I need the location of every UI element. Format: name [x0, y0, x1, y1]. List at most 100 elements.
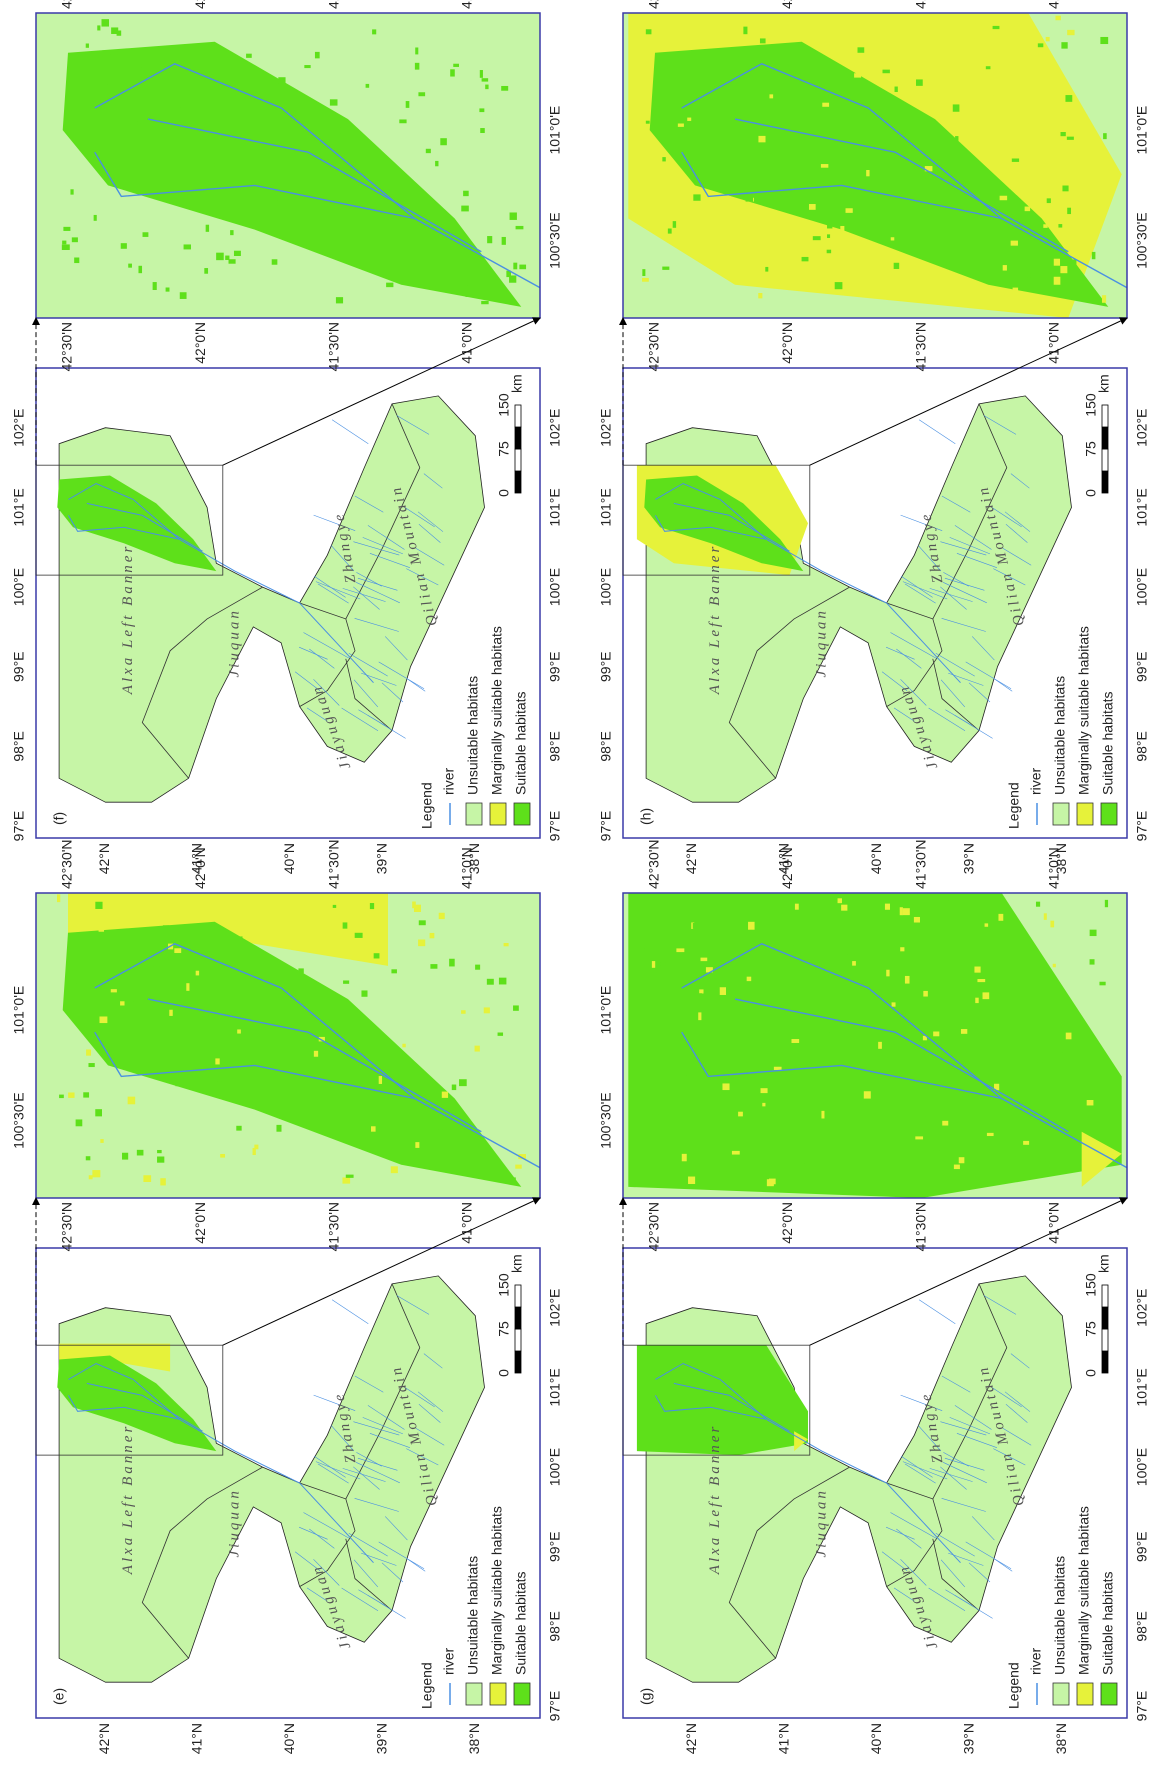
habitat-patch	[862, 113, 867, 118]
inset-lat-label: 41°0'N	[1046, 0, 1062, 9]
habitat-patch	[1061, 42, 1068, 49]
habitat-patch	[127, 1096, 136, 1105]
habitat-patch	[217, 912, 223, 916]
habitat-patch	[1067, 29, 1075, 36]
stream	[369, 1433, 411, 1448]
habitat-patch	[84, 90, 92, 96]
habitat-patch	[414, 62, 420, 70]
habitat-patch	[71, 237, 78, 243]
habitat-patch	[743, 26, 748, 35]
legend-swatch	[1100, 1682, 1118, 1706]
inset-lat-label: 41°30'N	[325, 322, 341, 372]
legend-label: Suitable habitats	[513, 691, 529, 795]
habitat-patch	[314, 936, 323, 941]
lat-tick-label: 41°N	[776, 843, 792, 874]
stream	[983, 1295, 1017, 1315]
habitat-patch	[863, 1091, 871, 1099]
habitat-patch	[237, 1029, 241, 1034]
habitat-patch	[95, 1109, 102, 1117]
habitat-patch	[165, 287, 170, 292]
stream	[885, 646, 915, 660]
habitat-patch	[284, 1006, 291, 1014]
scale-segment	[1101, 1328, 1109, 1352]
habitat-patch	[847, 954, 855, 959]
habitat-patch	[826, 249, 832, 254]
river	[86, 502, 203, 552]
stream	[929, 1468, 973, 1482]
habitat-patch	[731, 1150, 740, 1155]
stream	[342, 588, 386, 602]
habitat-patch	[438, 1129, 443, 1133]
stream	[317, 583, 349, 604]
stream	[303, 1512, 350, 1539]
habitat-patch	[1106, 171, 1115, 180]
habitat-patch	[960, 1029, 968, 1034]
stream	[928, 1587, 966, 1612]
stream	[992, 1557, 1013, 1572]
stream	[949, 537, 991, 555]
habitat-patch	[701, 60, 709, 68]
inset	[36, 893, 540, 1198]
panel: (e)Alxa Left Banner JiuquanJiayuguanZhang…	[11, 839, 563, 1754]
scale-segment	[1101, 426, 1109, 450]
lon-tick-label: 99°E	[598, 651, 614, 682]
stream	[357, 1457, 398, 1471]
habitat-patch	[746, 976, 752, 982]
habitat-patch	[825, 26, 830, 31]
stream	[417, 1391, 444, 1412]
inset-lat-label: 42°0'N	[192, 0, 208, 9]
habitat-patch	[719, 1171, 727, 1176]
stream	[900, 1394, 943, 1411]
habitat-patch	[497, 1032, 504, 1036]
inset-lat-label: 41°30'N	[912, 1202, 928, 1252]
habitat-patch	[920, 279, 927, 288]
habitat-patch	[1002, 265, 1007, 271]
habitat-patch	[773, 1066, 782, 1070]
habitat-patch	[839, 969, 846, 978]
habitat-patch	[992, 25, 1000, 30]
habitat-patch	[354, 932, 363, 938]
stream	[940, 586, 967, 610]
habitat-patch	[904, 975, 910, 984]
habitat-patch	[761, 1140, 766, 1147]
habitat-patch	[386, 282, 394, 288]
scale-segment	[514, 448, 522, 472]
habitat-patch	[137, 64, 142, 68]
scale-segment	[514, 1328, 522, 1352]
lon-tick-label: 98°E	[11, 731, 27, 762]
connector	[809, 1197, 1128, 1346]
habitat-patch	[865, 43, 870, 51]
habitat-patch	[475, 964, 481, 970]
lat-tick-label: 40°N	[281, 843, 297, 874]
habitat-patch	[801, 256, 809, 262]
habitat-patch	[342, 1177, 351, 1184]
stream	[417, 511, 444, 532]
habitat-patch	[99, 995, 103, 1001]
habitat-patch	[103, 68, 109, 76]
stream	[342, 1468, 386, 1482]
habitat-patch	[503, 943, 509, 947]
stream	[315, 1461, 361, 1480]
habitat-patch	[681, 1153, 687, 1162]
stream	[354, 1498, 399, 1512]
habitat-patch	[239, 924, 248, 931]
habitat-patch	[179, 292, 187, 299]
habitat-patch	[878, 1041, 882, 1049]
stream	[904, 1463, 936, 1484]
habitat-patch	[1046, 198, 1051, 204]
habitat-patch	[135, 134, 142, 142]
place-name: Alxa Left Banner	[707, 544, 723, 695]
habitat-patch	[298, 968, 304, 974]
habitat-patch	[827, 234, 831, 238]
habitat-patch	[680, 1069, 687, 1076]
habitat-patch	[377, 1038, 382, 1045]
river	[94, 1031, 415, 1100]
habitat-patch	[764, 1104, 772, 1109]
stream	[1004, 511, 1031, 532]
habitat-patch	[85, 1156, 91, 1161]
habitat-patch	[225, 255, 230, 260]
habitat-patch	[1067, 207, 1072, 215]
stream	[956, 1433, 998, 1448]
stream	[944, 1457, 985, 1471]
habitat-patch	[150, 82, 155, 89]
